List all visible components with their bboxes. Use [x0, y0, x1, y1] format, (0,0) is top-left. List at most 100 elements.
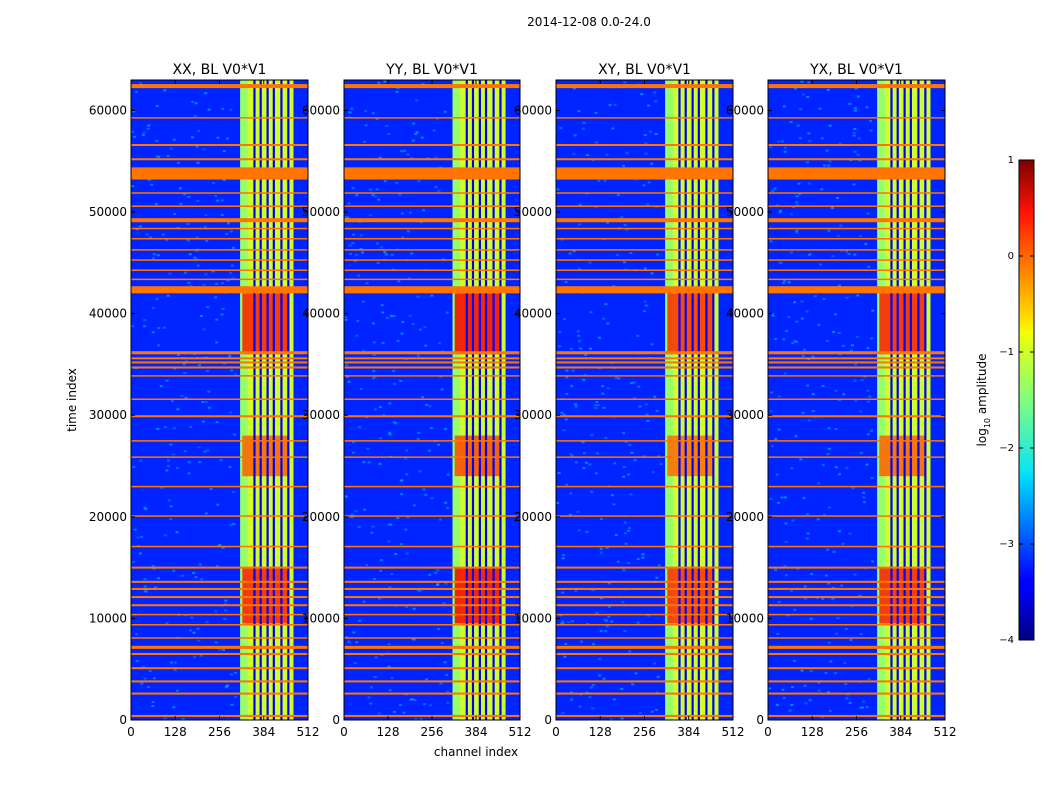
- noise-speck: [136, 536, 140, 539]
- noise-speck: [868, 395, 872, 398]
- noise-speck: [859, 452, 863, 455]
- x-tick-label: 256: [845, 725, 868, 739]
- noise-speck: [195, 236, 199, 239]
- noise-speck: [582, 467, 586, 470]
- noise-speck: [175, 689, 179, 692]
- flagged-row: [131, 249, 308, 251]
- noise-speck: [595, 452, 599, 455]
- noise-speck: [390, 315, 394, 318]
- noise-speck: [207, 108, 211, 111]
- y-tick-label: 20000: [726, 510, 764, 524]
- noise-speck: [588, 463, 592, 466]
- flagged-row: [768, 596, 945, 599]
- noise-speck: [373, 375, 377, 378]
- noise-speck: [595, 611, 599, 614]
- noise-speck: [142, 325, 146, 328]
- noise-speck: [570, 455, 574, 458]
- noise-speck: [387, 643, 391, 646]
- noise-speck: [642, 310, 646, 313]
- noise-speck: [559, 126, 563, 129]
- noise-speck: [203, 226, 207, 229]
- noise-speck: [778, 209, 782, 212]
- noise-speck: [363, 140, 367, 143]
- noise-speck: [445, 673, 449, 676]
- flagged-row: [768, 613, 945, 616]
- noise-speck: [204, 92, 208, 95]
- noise-speck: [826, 88, 830, 91]
- flagged-row: [344, 515, 520, 517]
- noise-speck: [400, 150, 404, 153]
- x-tick-label: 128: [164, 725, 187, 739]
- noise-speck: [804, 597, 808, 600]
- noise-speck: [165, 379, 169, 382]
- x-tick-label: 256: [633, 725, 656, 739]
- noise-speck: [656, 253, 660, 256]
- noise-speck: [420, 136, 424, 139]
- noise-speck: [567, 621, 571, 624]
- noise-speck: [392, 370, 396, 373]
- noise-speck: [790, 467, 794, 470]
- noise-speck: [368, 214, 372, 217]
- y-tick-label: 60000: [302, 103, 340, 117]
- noise-speck: [832, 550, 836, 553]
- flagged-row: [556, 652, 733, 655]
- noise-speck: [151, 307, 155, 310]
- noise-speck: [192, 655, 196, 658]
- noise-speck: [195, 145, 199, 148]
- noise-speck: [576, 330, 580, 333]
- noise-speck: [577, 529, 581, 532]
- noise-speck: [849, 639, 853, 642]
- y-tick-label: 30000: [89, 408, 127, 422]
- noise-speck: [605, 619, 609, 622]
- noise-speck: [196, 161, 200, 164]
- noise-speck: [231, 277, 235, 280]
- noise-speck: [870, 560, 874, 563]
- noise-speck: [806, 513, 810, 516]
- flagged-row: [768, 398, 945, 400]
- flagged-row: [768, 361, 945, 364]
- flagged-row: [344, 237, 520, 240]
- noise-speck: [196, 264, 200, 267]
- noise-speck: [654, 133, 658, 136]
- noise-speck: [139, 82, 143, 85]
- noise-speck: [424, 493, 428, 496]
- noise-speck: [148, 236, 152, 239]
- noise-speck: [445, 311, 449, 314]
- flagged-row: [344, 680, 520, 683]
- flagged-row: [131, 269, 308, 271]
- noise-speck: [393, 382, 397, 385]
- noise-speck: [614, 376, 618, 379]
- noise-speck: [382, 414, 386, 417]
- y-tick-label: 20000: [514, 510, 552, 524]
- noise-speck: [806, 95, 810, 98]
- y-tick-label: 60000: [514, 103, 552, 117]
- noise-speck: [135, 660, 139, 663]
- noise-speck: [643, 267, 647, 270]
- noise-speck: [379, 569, 383, 572]
- noise-speck: [446, 507, 450, 510]
- noise-speck: [558, 345, 562, 348]
- flagged-row: [768, 652, 945, 655]
- noise-speck: [434, 186, 438, 189]
- x-tick-label: 0: [764, 725, 772, 739]
- noise-speck: [405, 473, 409, 476]
- noise-speck: [622, 432, 626, 435]
- flagged-row: [768, 278, 945, 281]
- noise-speck: [590, 490, 594, 493]
- noise-speck: [372, 370, 376, 373]
- noise-speck: [365, 563, 369, 566]
- noise-speck: [376, 262, 380, 265]
- flagged-row: [344, 167, 520, 180]
- noise-speck: [574, 461, 578, 464]
- noise-speck: [783, 496, 787, 499]
- noise-speck: [140, 535, 144, 538]
- noise-speck: [375, 242, 379, 245]
- y-tick-label: 10000: [302, 611, 340, 625]
- noise-speck: [800, 317, 804, 320]
- noise-speck: [856, 153, 860, 156]
- noise-speck: [142, 665, 146, 668]
- noise-speck: [372, 353, 376, 356]
- noise-speck: [780, 496, 784, 499]
- panel-title: YY, BL V0*V1: [385, 62, 478, 78]
- noise-speck: [184, 396, 188, 399]
